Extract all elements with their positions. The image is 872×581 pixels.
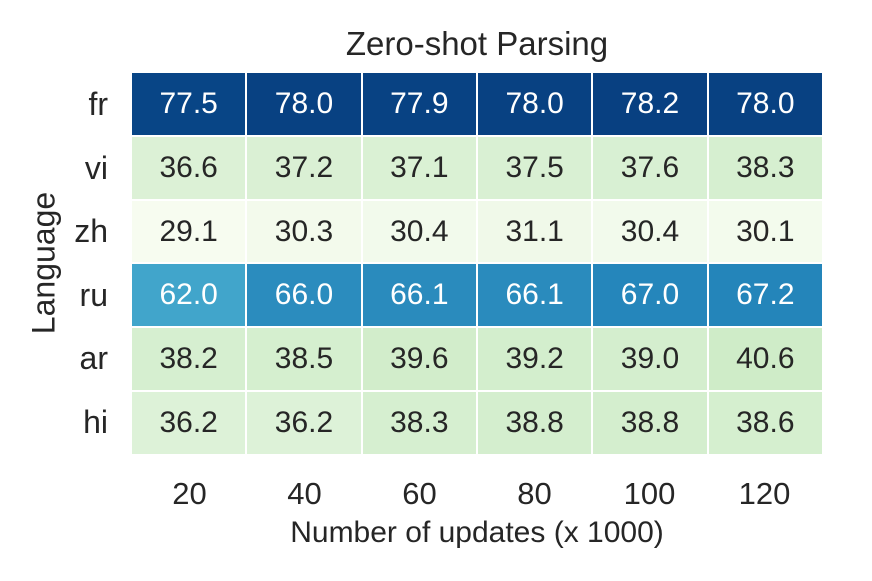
- y-tick-label: ar: [79, 340, 108, 377]
- x-axis-label: Number of updates (x 1000): [290, 516, 664, 549]
- heatmap-cell: 38.3: [708, 136, 822, 199]
- heatmap-cell: 67.0: [593, 264, 707, 327]
- heatmap-cell: 36.2: [132, 392, 246, 454]
- y-tick-label: ru: [79, 276, 108, 313]
- heatmap-cell: 37.6: [593, 136, 707, 199]
- heatmap-cell: 38.2: [132, 328, 246, 391]
- heatmap-cell: 40.6: [708, 328, 822, 391]
- x-tick-label: 80: [517, 476, 552, 511]
- x-tick-label: 20: [172, 476, 207, 511]
- heatmap-cell: 38.5: [247, 328, 361, 391]
- heatmap-cell: 66.1: [362, 264, 476, 327]
- heatmap-cell: 62.0: [132, 264, 246, 327]
- y-tick-label: hi: [83, 403, 108, 440]
- x-tick-label: 100: [623, 476, 676, 511]
- chart-title: Zero-shot Parsing: [345, 25, 609, 62]
- heatmap-cell: 77.5: [132, 73, 246, 135]
- heatmap-cell: 30.4: [362, 200, 476, 263]
- heatmap-cell: 30.4: [593, 200, 707, 263]
- heatmap-cell: 37.1: [362, 136, 476, 199]
- heatmap-cell: 67.2: [708, 264, 822, 327]
- heatmap-cell: 37.2: [247, 136, 361, 199]
- heatmap-cell: 36.6: [132, 136, 246, 199]
- heatmap-cell: 77.9: [362, 73, 476, 135]
- heatmap-cell: 66.0: [247, 264, 361, 327]
- heatmap-grid: 77.5 78.0 77.9 78.0 78.2 78.0 36.6 37.2 37.1 37.5…: [132, 73, 822, 454]
- x-tick-label: 120: [738, 476, 791, 511]
- y-tick-labels: fr vi zh ru ar hi: [0, 73, 120, 454]
- heatmap-cell: 30.3: [247, 200, 361, 263]
- x-tick-label: 60: [402, 476, 437, 511]
- heatmap-cell: 29.1: [132, 200, 246, 263]
- heatmap-cell: 36.2: [247, 392, 361, 454]
- heatmap-cell: 78.0: [708, 73, 822, 135]
- heatmap-cell: 37.5: [478, 136, 592, 199]
- heatmap-cell: 39.0: [593, 328, 707, 391]
- heatmap-cell: 39.2: [478, 328, 592, 391]
- heatmap-cell: 38.3: [362, 392, 476, 454]
- heatmap-cell: 38.8: [478, 392, 592, 454]
- x-tick-label: 40: [287, 476, 322, 511]
- y-tick-label: fr: [88, 86, 108, 123]
- heatmap-cell: 38.6: [708, 392, 822, 454]
- heatmap-cell: 30.1: [708, 200, 822, 263]
- heatmap-cell: 78.0: [247, 73, 361, 135]
- heatmap-cell: 66.1: [478, 264, 592, 327]
- heatmap-cell: 39.6: [362, 328, 476, 391]
- heatmap-cell: 31.1: [478, 200, 592, 263]
- x-tick-labels: 20 40 60 80 100 120: [132, 476, 822, 512]
- y-tick-label: zh: [74, 213, 108, 250]
- heatmap-cell: 38.8: [593, 392, 707, 454]
- heatmap-cell: 78.0: [478, 73, 592, 135]
- y-tick-label: vi: [84, 149, 108, 186]
- heatmap-cell: 78.2: [593, 73, 707, 135]
